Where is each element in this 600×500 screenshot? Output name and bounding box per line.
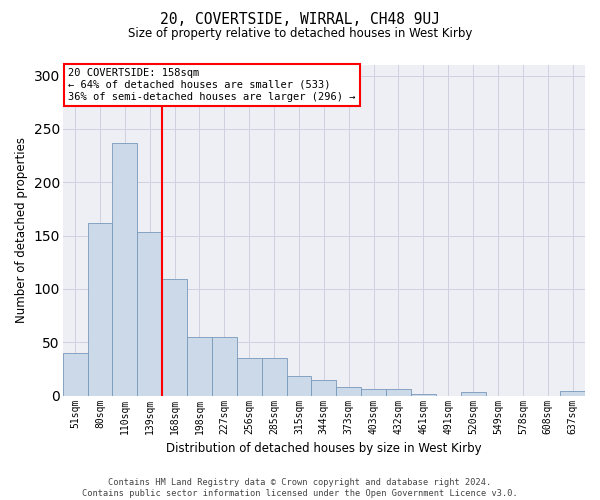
Bar xyxy=(461,392,485,396)
Text: 20, COVERTSIDE, WIRRAL, CH48 9UJ: 20, COVERTSIDE, WIRRAL, CH48 9UJ xyxy=(160,12,440,28)
Bar xyxy=(212,337,237,396)
Bar xyxy=(237,358,262,396)
Y-axis label: Number of detached properties: Number of detached properties xyxy=(15,138,28,324)
Bar xyxy=(137,232,162,396)
X-axis label: Distribution of detached houses by size in West Kirby: Distribution of detached houses by size … xyxy=(166,442,482,455)
Bar xyxy=(187,337,212,396)
Bar xyxy=(560,392,585,396)
Bar xyxy=(63,353,88,396)
Text: Contains HM Land Registry data © Crown copyright and database right 2024.
Contai: Contains HM Land Registry data © Crown c… xyxy=(82,478,518,498)
Bar xyxy=(287,376,311,396)
Bar xyxy=(361,389,386,396)
Bar xyxy=(336,387,361,396)
Text: Size of property relative to detached houses in West Kirby: Size of property relative to detached ho… xyxy=(128,28,472,40)
Bar xyxy=(262,358,287,396)
Bar xyxy=(112,143,137,396)
Bar xyxy=(311,380,336,396)
Bar xyxy=(162,280,187,396)
Bar xyxy=(411,394,436,396)
Bar xyxy=(386,389,411,396)
Bar xyxy=(88,223,112,396)
Text: 20 COVERTSIDE: 158sqm
← 64% of detached houses are smaller (533)
36% of semi-det: 20 COVERTSIDE: 158sqm ← 64% of detached … xyxy=(68,68,355,102)
